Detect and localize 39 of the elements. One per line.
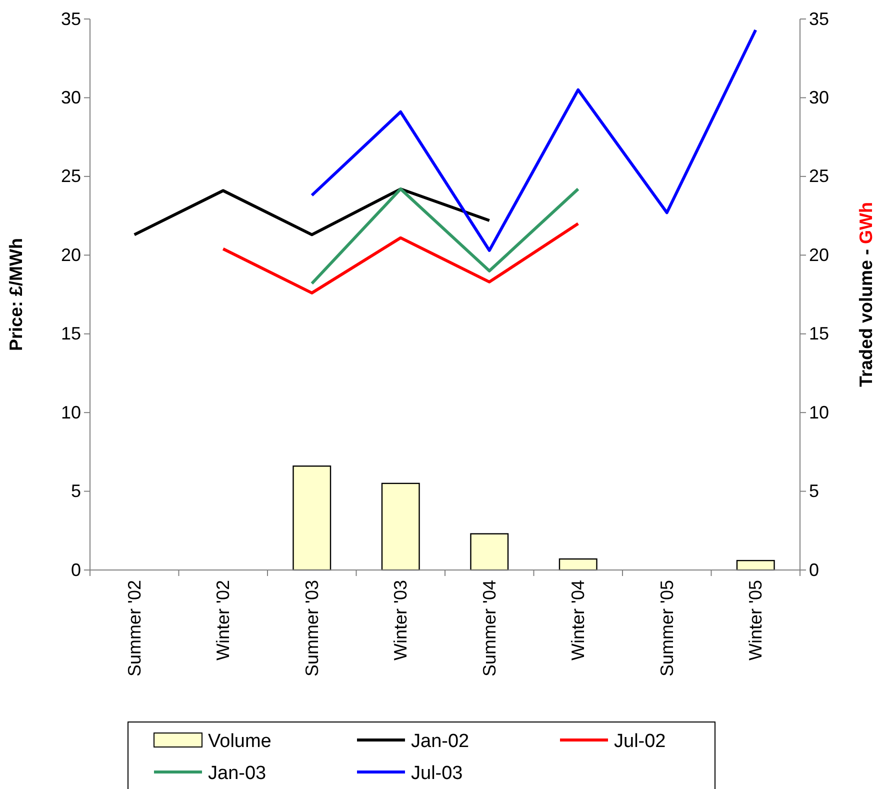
- y-tick-label: 30: [60, 87, 81, 108]
- x-tick-label: Summer '03: [302, 580, 322, 676]
- y-tick-label: 20: [60, 244, 81, 265]
- bar: [381, 482, 420, 571]
- legend-label: Jul-03: [411, 763, 463, 784]
- y-tick-label: 5: [70, 481, 81, 502]
- y2-tick-label: 20: [809, 244, 830, 265]
- y2-axis-title: Traded volume - GWh: [856, 202, 876, 388]
- bar: [736, 560, 775, 571]
- y2-tick-label: 30: [809, 87, 830, 108]
- line-series: [310, 28, 758, 252]
- y-tick-label: 10: [60, 402, 81, 422]
- y-tick-label: 35: [60, 8, 81, 29]
- legend-label: Volume: [208, 731, 272, 752]
- y-tick-label: 15: [60, 324, 81, 344]
- line-series: [132, 188, 491, 236]
- line-series: [222, 222, 580, 294]
- y2-tick-label: 10: [809, 402, 830, 422]
- legend-label: Jul-02: [614, 731, 666, 752]
- x-tick-label: Summer '05: [656, 580, 677, 676]
- y2-tick-label: 15: [809, 324, 830, 344]
- y2-tick-label: 35: [809, 8, 830, 29]
- x-tick-label: Summer '04: [479, 580, 500, 676]
- legend-label: Jan-02: [411, 731, 470, 752]
- x-tick-label: Winter '05: [746, 580, 766, 660]
- y-tick-label: 0: [70, 560, 81, 580]
- x-tick-label: Winter '02: [213, 580, 234, 660]
- bar: [558, 558, 598, 571]
- y2-tick-label: 0: [809, 560, 820, 580]
- x-tick-label: Winter '03: [390, 580, 411, 660]
- legend-label: Jan-03: [208, 763, 266, 784]
- x-tick-label: Winter '04: [568, 580, 588, 660]
- y-tick-label: 25: [60, 166, 81, 186]
- y2-tick-label: 5: [809, 481, 820, 502]
- y-axis-title: Price: £/MWh: [6, 238, 26, 352]
- bar: [292, 465, 332, 571]
- bar: [470, 533, 509, 571]
- y2-tick-label: 25: [809, 166, 830, 186]
- x-tick-label: Summer '02: [124, 580, 144, 676]
